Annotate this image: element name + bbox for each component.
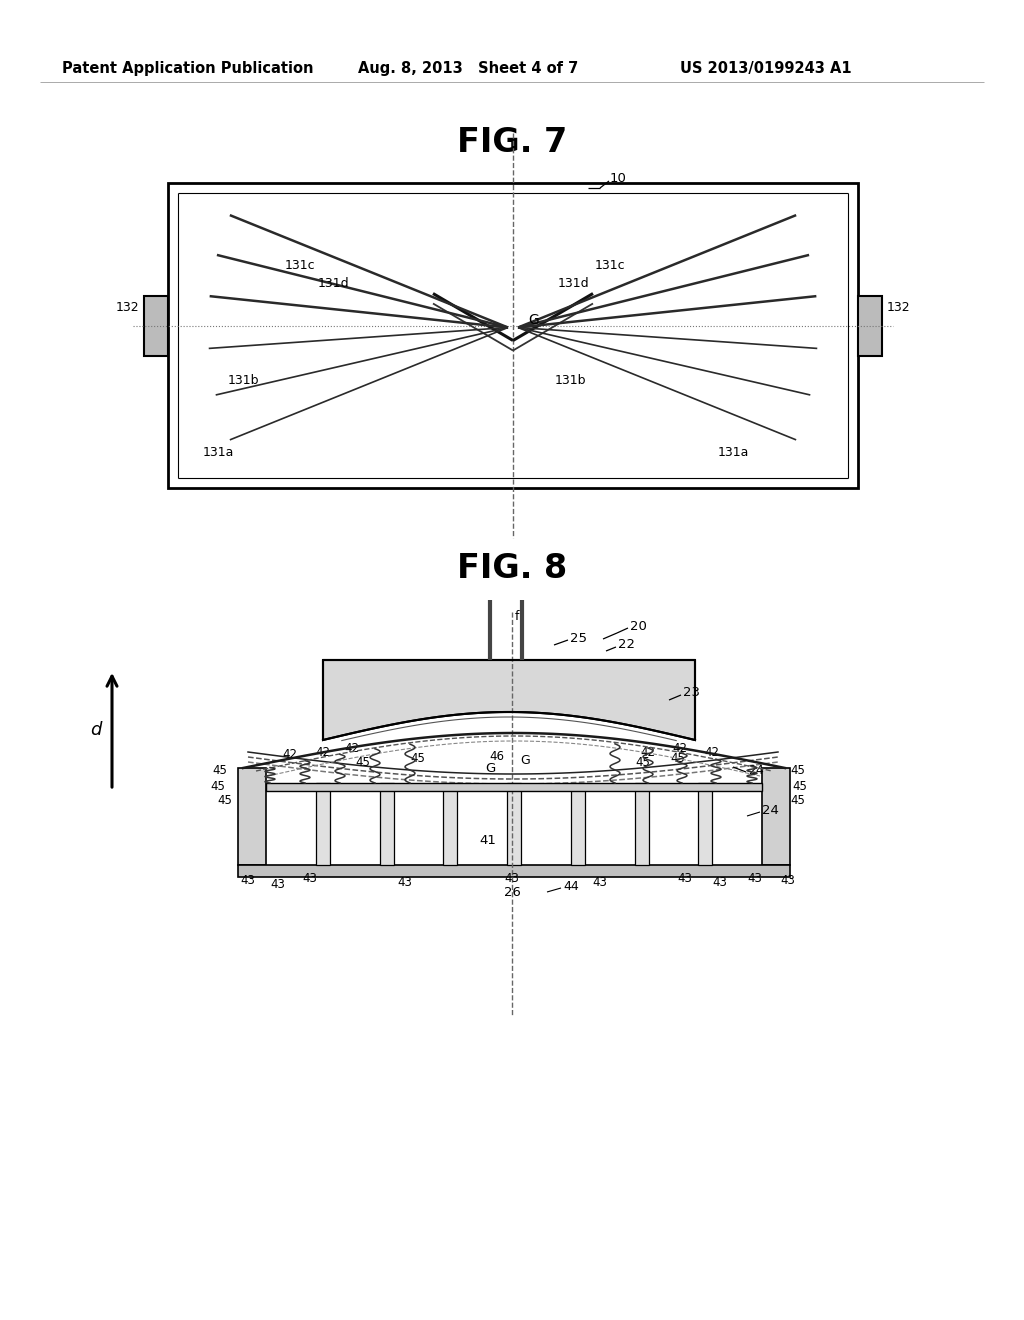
Text: 43: 43 (678, 871, 692, 884)
Text: 43: 43 (302, 871, 317, 884)
Text: 22: 22 (618, 639, 635, 652)
Text: G: G (520, 754, 529, 767)
Text: 131d: 131d (318, 277, 349, 290)
Text: 132: 132 (887, 301, 910, 314)
Text: 20: 20 (630, 619, 647, 632)
Bar (238, 865, 790, 876)
Text: 45: 45 (635, 755, 650, 768)
Text: f: f (515, 610, 519, 623)
Bar (315, 783, 330, 865)
Text: 131d: 131d (558, 277, 590, 290)
Text: 42: 42 (640, 746, 655, 759)
Text: 43: 43 (713, 875, 727, 888)
Text: 45: 45 (410, 751, 425, 764)
Text: 45: 45 (790, 793, 805, 807)
Text: 43: 43 (748, 871, 763, 884)
Text: FIG. 8: FIG. 8 (457, 552, 567, 585)
Text: 23: 23 (683, 685, 700, 698)
Polygon shape (323, 660, 695, 741)
Text: 45: 45 (792, 780, 807, 792)
Text: 131a: 131a (718, 446, 750, 459)
Text: Patent Application Publication: Patent Application Publication (62, 61, 313, 75)
Text: 45: 45 (211, 780, 225, 792)
Text: 45: 45 (213, 763, 227, 776)
Text: 131a: 131a (203, 446, 234, 459)
Bar (507, 783, 521, 865)
Text: 131b: 131b (555, 374, 587, 387)
Text: 45: 45 (790, 763, 805, 776)
Bar (635, 783, 648, 865)
Text: G: G (528, 313, 539, 326)
Text: 41: 41 (479, 833, 497, 846)
Bar (380, 783, 393, 865)
Text: 131c: 131c (595, 259, 626, 272)
Bar (266, 783, 762, 791)
Bar (570, 783, 585, 865)
Text: 24: 24 (762, 804, 779, 817)
Bar (144, 296, 168, 355)
Text: 131b: 131b (228, 374, 259, 387)
Text: d: d (91, 721, 102, 739)
Text: 43: 43 (780, 874, 796, 887)
Text: 43: 43 (241, 874, 255, 887)
Text: 42: 42 (283, 748, 298, 762)
Text: Aug. 8, 2013   Sheet 4 of 7: Aug. 8, 2013 Sheet 4 of 7 (358, 61, 579, 75)
Bar (443, 783, 458, 865)
Text: G: G (485, 762, 496, 775)
Text: 43: 43 (397, 875, 413, 888)
Text: US 2013/0199243 A1: US 2013/0199243 A1 (680, 61, 852, 75)
Text: 43: 43 (270, 879, 286, 891)
Text: 26: 26 (504, 887, 520, 899)
Bar (168, 183, 858, 488)
Text: 45: 45 (355, 755, 370, 768)
Text: 42: 42 (315, 746, 331, 759)
Text: 43: 43 (505, 871, 519, 884)
Bar (698, 783, 713, 865)
Bar (858, 296, 882, 355)
Text: 44: 44 (563, 879, 579, 892)
Text: 42: 42 (344, 742, 359, 755)
Bar (238, 768, 266, 865)
Text: 132: 132 (116, 301, 139, 314)
Text: 42: 42 (673, 742, 687, 755)
Text: 45: 45 (670, 751, 685, 764)
Text: FIG. 7: FIG. 7 (457, 127, 567, 160)
Text: 42: 42 (705, 746, 720, 759)
Text: 45: 45 (217, 793, 232, 807)
Text: 131c: 131c (285, 259, 315, 272)
Text: 10: 10 (610, 172, 627, 185)
Text: 24: 24 (748, 763, 764, 776)
Text: 43: 43 (593, 875, 607, 888)
Text: 25: 25 (570, 631, 587, 644)
Text: 46: 46 (489, 751, 505, 763)
Bar (762, 768, 790, 865)
